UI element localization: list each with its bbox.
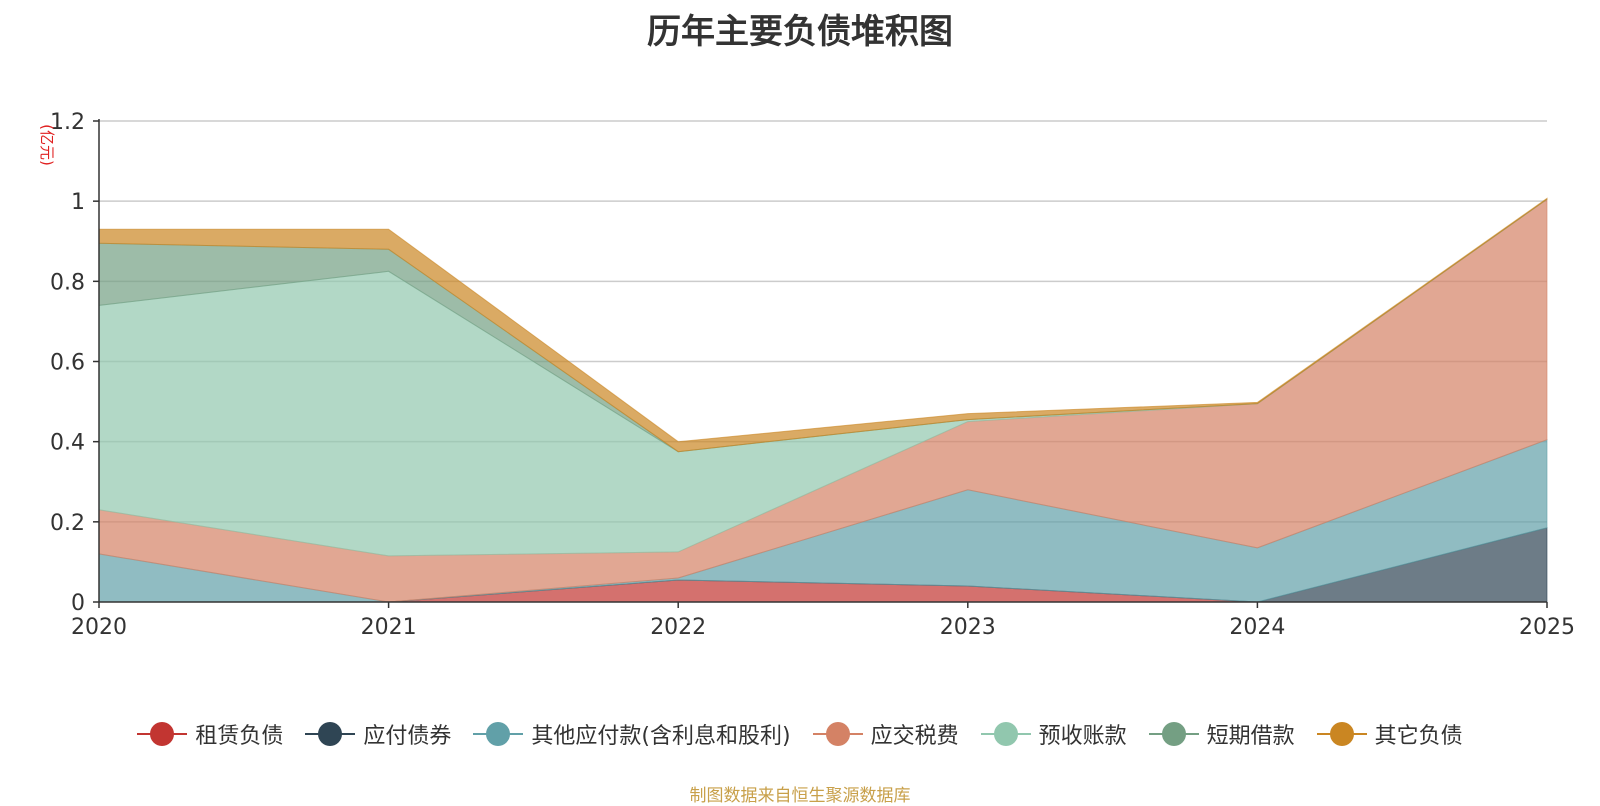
y-tick-label: 0.8 bbox=[50, 270, 85, 295]
legend-item[interactable]: 租赁负债 bbox=[137, 718, 283, 750]
legend-label: 其它负债 bbox=[1374, 724, 1463, 749]
legend-item[interactable]: 短期借款 bbox=[1148, 718, 1295, 750]
legend-label: 预收账款 bbox=[1038, 724, 1127, 749]
x-tick-label: 2020 bbox=[71, 615, 127, 640]
legend-item[interactable]: 其它负债 bbox=[1316, 718, 1463, 750]
y-axis-unit-label: (亿元) bbox=[38, 124, 56, 166]
legend-marker-icon bbox=[1316, 722, 1367, 746]
chart-title: 历年主要负债堆积图 bbox=[647, 12, 953, 52]
legend-marker-icon bbox=[1148, 722, 1199, 746]
legend-label: 租赁负债 bbox=[195, 724, 284, 749]
legend-label: 其他应付款(含利息和股利) bbox=[531, 724, 791, 749]
y-tick-label: 1 bbox=[71, 190, 85, 215]
x-tick-label: 2023 bbox=[940, 615, 996, 640]
y-tick-label: 0 bbox=[71, 591, 85, 616]
legend: 租赁负债 应付债券 其他应付款(含利息和股利) 应交税费 预收账款 短期借款 其它负债 bbox=[0, 718, 1600, 750]
area-layer bbox=[98, 197, 1548, 603]
legend-label: 短期借款 bbox=[1206, 724, 1295, 749]
legend-marker-icon bbox=[980, 722, 1031, 746]
legend-item[interactable]: 应交税费 bbox=[812, 718, 959, 750]
legend-label: 应付债券 bbox=[363, 724, 452, 749]
legend-label: 应交税费 bbox=[870, 724, 959, 749]
legend-item[interactable]: 预收账款 bbox=[980, 718, 1127, 750]
y-tick-label: 0.6 bbox=[50, 351, 85, 376]
legend-marker-icon bbox=[812, 722, 863, 746]
legend-item[interactable]: 其他应付款(含利息和股利) bbox=[473, 718, 791, 750]
x-tick-label: 2024 bbox=[1229, 615, 1285, 640]
source-note: 制图数据来自恒生聚源数据库 bbox=[689, 786, 911, 806]
legend-marker-icon bbox=[137, 722, 188, 746]
area-series bbox=[98, 197, 1548, 453]
y-tick-label: 1.2 bbox=[50, 110, 85, 135]
x-tick-label: 2021 bbox=[361, 615, 417, 640]
legend-item[interactable]: 应付债券 bbox=[305, 718, 451, 750]
legend-marker-icon bbox=[305, 722, 356, 746]
y-tick-label: 0.2 bbox=[50, 511, 85, 536]
axis-layer: 0 0.2 0.4 0.6 0.8 1 1.2 2020 2021 2022 2023 2024 202… bbox=[50, 110, 1575, 640]
legend-marker-icon bbox=[473, 722, 524, 746]
x-tick-label: 2025 bbox=[1519, 615, 1575, 640]
x-tick-label: 2022 bbox=[650, 615, 706, 640]
y-tick-label: 0.4 bbox=[50, 431, 85, 456]
